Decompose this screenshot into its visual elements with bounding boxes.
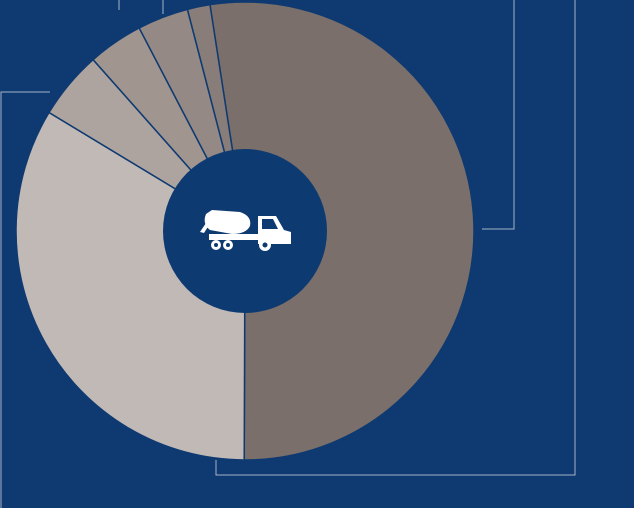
- decor-lines: [0, 0, 576, 508]
- truck-icon: [200, 210, 291, 251]
- slice: [209, 1, 475, 461]
